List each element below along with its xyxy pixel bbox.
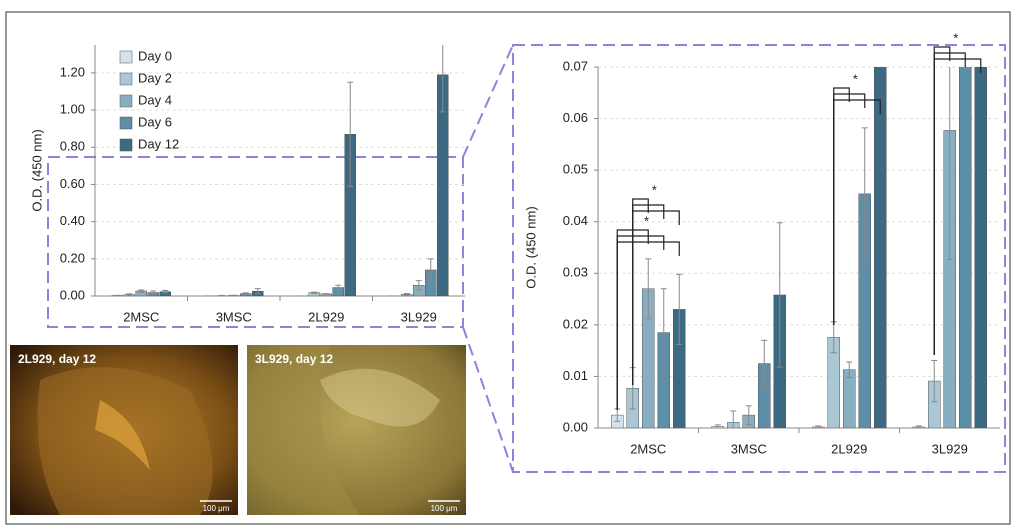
y-tick-label: 0.06 — [563, 110, 588, 125]
legend-swatch — [119, 72, 133, 86]
zoom-region — [47, 156, 464, 328]
legend-label: Day 4 — [138, 92, 172, 107]
y-tick-label: 0.05 — [563, 162, 588, 177]
scale-label: 100 μm — [431, 504, 458, 513]
significance-bracket — [833, 87, 850, 325]
x-tick-label: 2MSC — [630, 441, 666, 456]
significance-bracket — [632, 210, 680, 385]
x-tick-label: 2L929 — [308, 309, 344, 324]
significance-bracket — [616, 235, 665, 410]
x-tick-label: 2L929 — [831, 441, 867, 456]
y-tick-label: 0.20 — [60, 250, 85, 265]
legend-swatch — [119, 138, 133, 152]
y-tick-label: 1.20 — [60, 64, 85, 79]
x-tick-label: 3MSC — [216, 309, 252, 324]
legend-swatch — [119, 116, 133, 130]
legend-swatch — [119, 94, 133, 108]
y-tick-label: 0.07 — [563, 58, 588, 73]
y-tick-label: 0.02 — [563, 316, 588, 331]
significance-marker: * — [953, 30, 958, 45]
y-axis-label: O.D. (450 nm) — [29, 129, 44, 211]
y-tick-label: 0.04 — [563, 213, 588, 228]
legend-label: Day 6 — [138, 114, 172, 129]
bar — [959, 67, 972, 428]
x-tick-label: 3MSC — [731, 441, 767, 456]
bar — [874, 67, 887, 428]
bar — [974, 67, 987, 428]
y-tick-label: 1.00 — [60, 102, 85, 117]
legend-swatch — [119, 50, 133, 64]
y-tick-label: 0.03 — [563, 265, 588, 280]
x-tick-label: 3L929 — [401, 309, 437, 324]
zoom-connector — [462, 326, 514, 473]
plot-area — [111, 45, 449, 296]
legend-label: Day 2 — [138, 70, 172, 85]
significance-marker: * — [853, 71, 858, 86]
plot-area — [611, 67, 987, 428]
significance-bracket — [933, 58, 982, 355]
significance-marker: * — [644, 213, 649, 228]
y-tick-label: 0.01 — [563, 368, 588, 383]
y-tick-label: 0.80 — [60, 139, 85, 154]
significance-marker: * — [652, 182, 657, 197]
y-tick-label: 0.00 — [60, 287, 85, 302]
legend-label: Day 12 — [138, 136, 179, 151]
significance-bracket — [833, 99, 881, 325]
micrograph-label: 2L929, day 12 — [18, 352, 96, 366]
y-axis-label: O.D. (450 nm) — [523, 206, 538, 288]
zoom-panel — [512, 44, 1006, 473]
micrograph: 2L929, day 12 100 μm — [10, 345, 238, 515]
x-tick-label: 3L929 — [932, 441, 968, 456]
zoom-connector — [462, 44, 514, 158]
frame — [5, 11, 1011, 525]
y-tick-label: 0.00 — [563, 419, 588, 434]
micrograph-label: 3L929, day 12 — [255, 352, 333, 366]
legend-label: Day 0 — [138, 48, 172, 63]
micrograph: 3L929, day 12 100 μm — [247, 345, 466, 515]
scale-label: 100 μm — [203, 504, 230, 513]
x-tick-label: 2MSC — [123, 309, 159, 324]
y-tick-label: 0.40 — [60, 213, 85, 228]
bar — [843, 369, 856, 428]
y-tick-label: 0.60 — [60, 176, 85, 191]
significance-bracket — [616, 241, 680, 410]
